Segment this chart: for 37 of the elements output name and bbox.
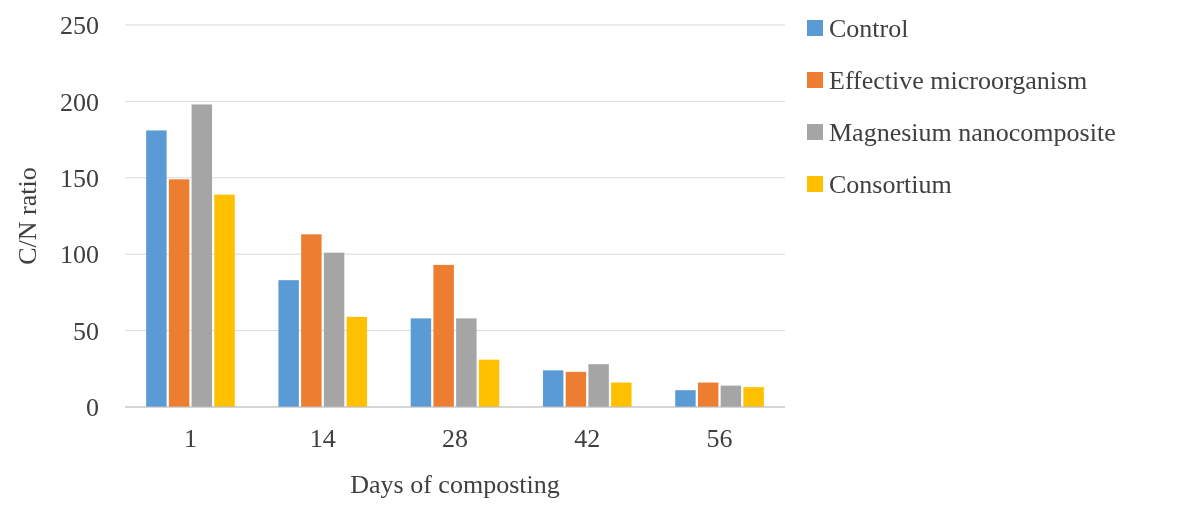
bar	[542, 370, 564, 407]
bar	[565, 371, 587, 407]
legend-label: Effective microorganism	[829, 66, 1088, 96]
y-axis-title: C/N ratio	[13, 167, 42, 265]
bar	[191, 104, 213, 407]
bar	[301, 234, 322, 407]
bar	[410, 318, 432, 407]
y-tick-label: 100	[60, 240, 99, 270]
bar	[611, 382, 632, 407]
x-tick-label: 28	[442, 424, 468, 453]
y-tick-label: 150	[60, 163, 99, 193]
bar	[675, 390, 696, 407]
bar	[588, 364, 609, 407]
legend-label: Control	[829, 14, 909, 44]
bar	[433, 264, 454, 407]
y-tick-label: 200	[60, 87, 99, 117]
x-tick-label: 14	[309, 424, 336, 453]
x-tick-label: 56	[706, 424, 733, 453]
legend-label: Consortium	[829, 170, 952, 200]
bar	[743, 387, 764, 407]
x-tick-label: 1	[183, 424, 197, 453]
bar	[146, 130, 167, 407]
y-tick-label: 0	[86, 393, 99, 423]
bar	[478, 359, 500, 407]
legend-label: Magnesium nanocomposite	[829, 118, 1116, 148]
bar	[346, 316, 368, 407]
bar	[278, 280, 299, 407]
y-tick-label: 50	[73, 316, 99, 346]
bar	[720, 385, 742, 407]
bar	[214, 194, 235, 407]
y-tick-label: 250	[60, 11, 99, 41]
bar	[168, 179, 190, 407]
bar	[323, 252, 345, 407]
x-tick-label: 42	[574, 424, 601, 453]
bar	[456, 318, 477, 407]
x-axis-title: Days of composting	[350, 470, 560, 499]
bar	[697, 382, 719, 407]
